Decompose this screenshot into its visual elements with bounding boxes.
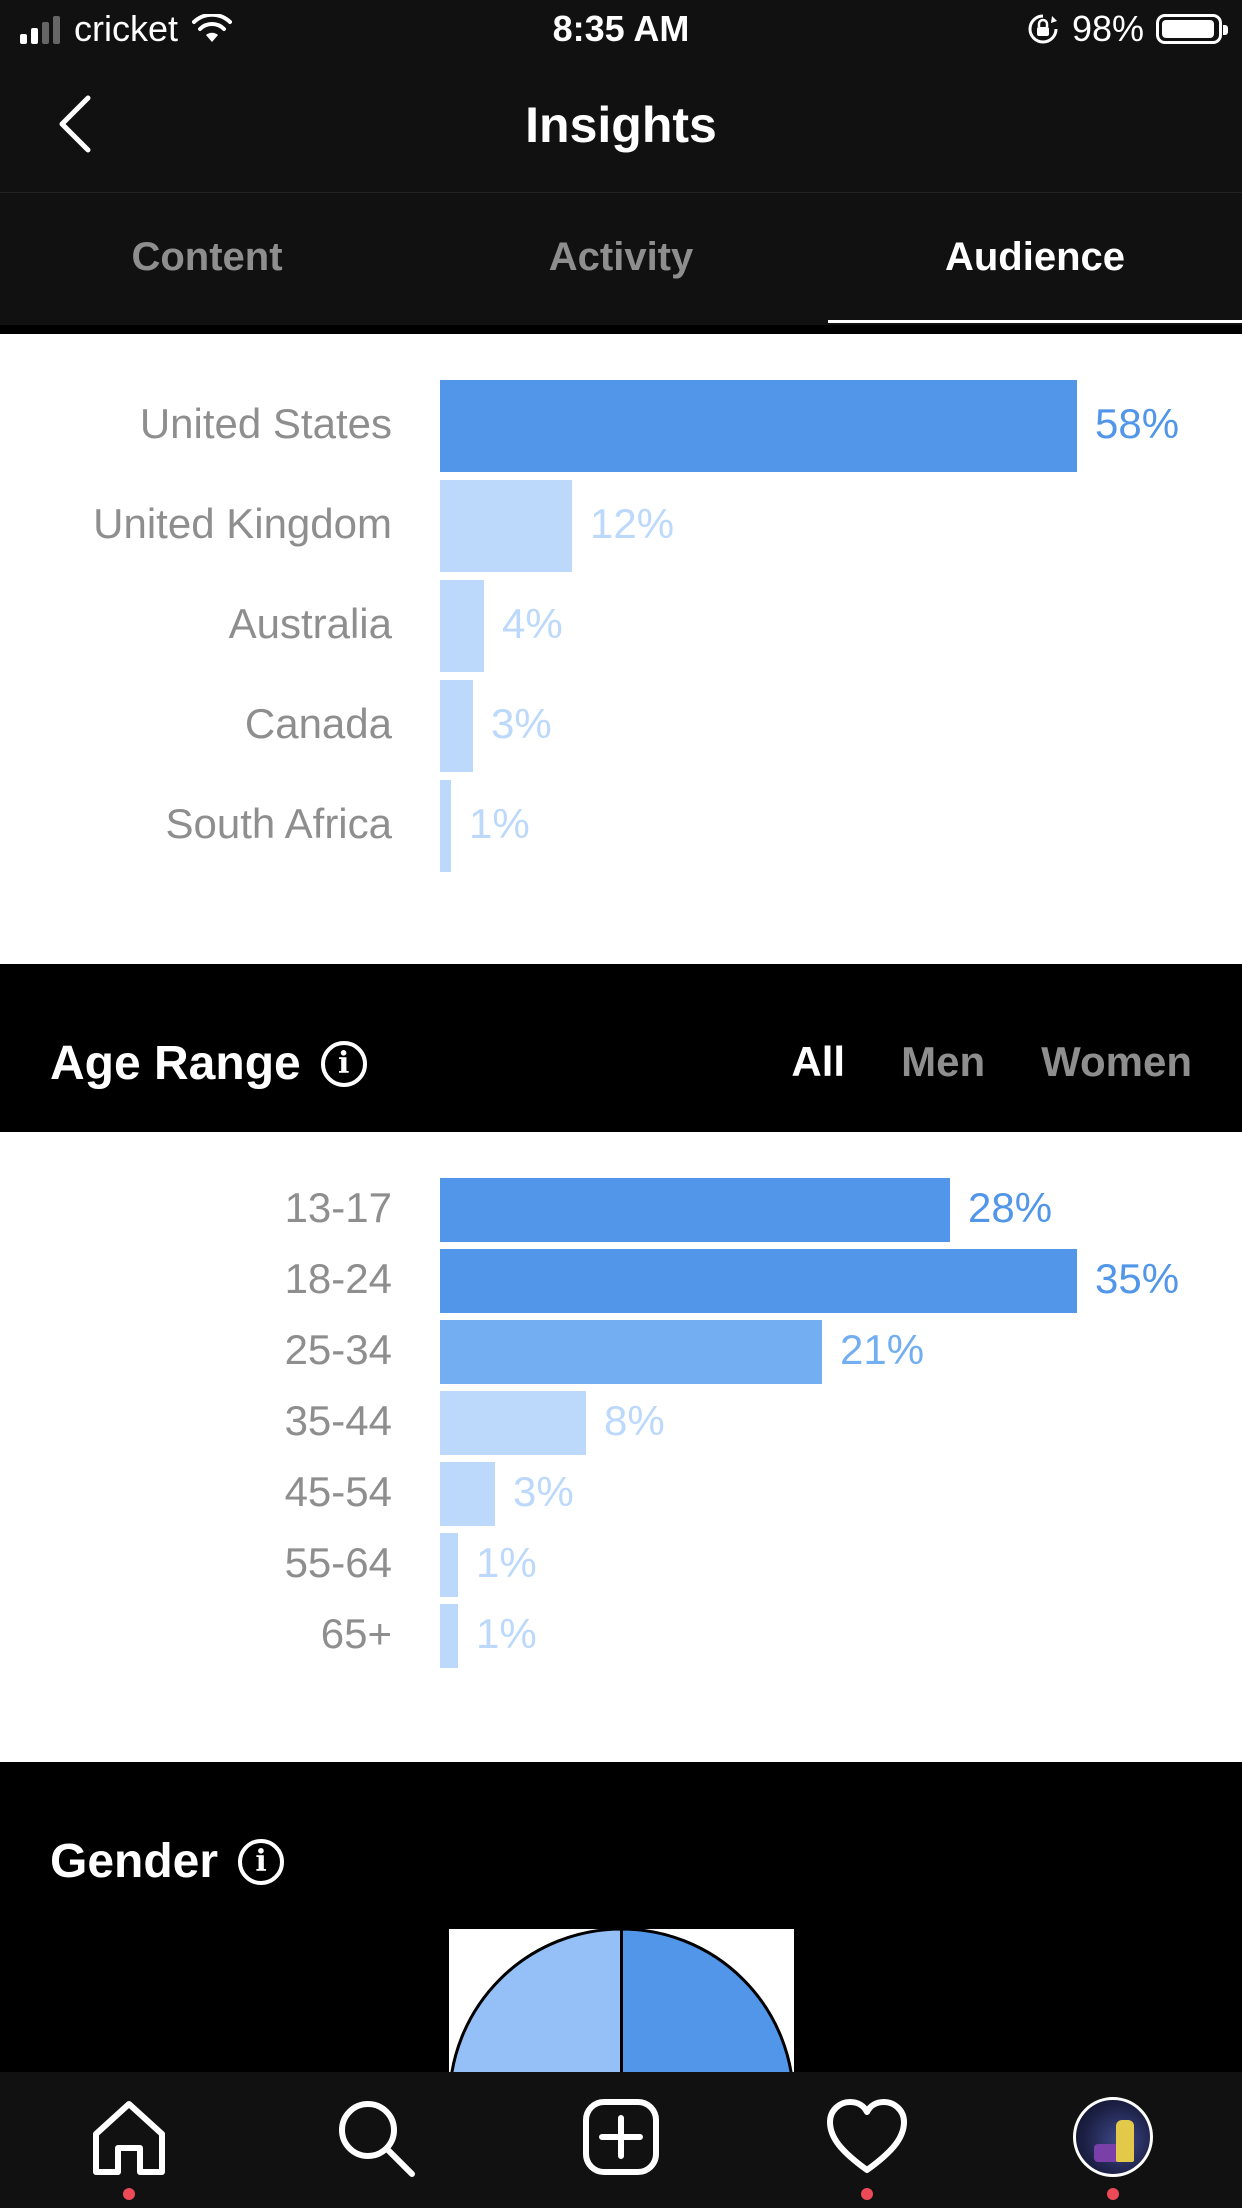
value-label: 1% <box>469 800 530 847</box>
status-bar: cricket 8:35 AM 98% <box>0 0 1242 62</box>
nav-profile[interactable] <box>1068 2092 1158 2200</box>
status-right: 98% <box>1026 8 1228 50</box>
value-label: 35% <box>1095 1255 1180 1302</box>
plus-square-icon <box>583 2099 659 2175</box>
value-label: 21% <box>840 1326 925 1373</box>
age-range-filters: All Men Women <box>791 1038 1192 1086</box>
tab-content[interactable]: Content <box>131 235 283 279</box>
value-label: 8% <box>604 1397 665 1444</box>
nav-new-post[interactable] <box>576 2092 666 2182</box>
chart-row: 25-34 21% <box>0 1320 1242 1384</box>
gender-title: Gender <box>50 1835 219 1888</box>
category-label: United Kingdom <box>93 500 392 547</box>
age-range-header: Age Range i All Men Women <box>0 990 1242 1132</box>
notification-dot <box>861 2188 873 2200</box>
search-icon <box>339 2101 415 2177</box>
filter-women[interactable]: Women <box>1041 1038 1192 1085</box>
chart-row: 35-44 8% <box>0 1391 1242 1455</box>
wifi-icon <box>192 14 233 42</box>
bottom-nav <box>0 2072 1242 2208</box>
value-label: 28% <box>968 1184 1053 1231</box>
carrier-label: cricket <box>74 8 179 49</box>
chart-row: South Africa 1% <box>0 780 1242 872</box>
category-label: 13-17 <box>284 1184 392 1231</box>
value-label: 12% <box>590 500 675 547</box>
bar <box>440 1391 586 1455</box>
age-range-title-group: Age Range i <box>50 1036 367 1091</box>
notification-dot <box>1107 2188 1119 2200</box>
bar <box>440 1604 458 1668</box>
age-range-chart: 13-17 28% 18-24 35% 25-34 21% 35-44 8% 45-54 3% 55… <box>0 1132 1242 1762</box>
avatar <box>1073 2097 1153 2177</box>
gender-section: Gender i <box>0 1786 1242 2072</box>
nav-home[interactable] <box>84 2092 174 2200</box>
category-label: Canada <box>244 700 392 747</box>
category-label: Australia <box>228 600 392 647</box>
value-label: 3% <box>491 700 552 747</box>
category-label: 35-44 <box>284 1397 392 1444</box>
value-label: 1% <box>476 1539 537 1586</box>
battery-icon <box>1156 14 1228 44</box>
category-label: 18-24 <box>284 1255 392 1302</box>
age-range-title: Age Range <box>50 1037 301 1090</box>
category-label: 45-54 <box>284 1468 392 1515</box>
value-label: 58% <box>1095 400 1180 447</box>
category-label: 65+ <box>320 1610 392 1657</box>
page-title: Insights <box>525 97 717 153</box>
status-time: 8:35 AM <box>552 8 690 49</box>
info-icon[interactable]: i <box>320 1040 367 1087</box>
chart-row: 13-17 28% <box>0 1178 1242 1242</box>
value-label: 4% <box>502 600 563 647</box>
chart-row: United States 58% <box>0 380 1242 472</box>
category-label: 25-34 <box>284 1326 392 1373</box>
bar <box>440 1249 1077 1313</box>
heart-icon <box>827 2099 907 2173</box>
bar <box>440 1462 495 1526</box>
nav-search[interactable] <box>330 2092 420 2182</box>
category-label: 55-64 <box>284 1539 392 1586</box>
back-icon[interactable] <box>48 92 108 156</box>
category-label: United States <box>139 400 392 447</box>
orientation-lock-icon <box>1028 14 1058 44</box>
pie-slice-left <box>450 1929 623 2072</box>
signal-icon <box>20 14 60 44</box>
bar <box>440 380 1077 472</box>
chart-row: 55-64 1% <box>0 1533 1242 1597</box>
bar <box>440 780 451 872</box>
tab-audience[interactable]: Audience <box>828 193 1242 325</box>
notification-dot <box>123 2188 135 2200</box>
chart-row: Canada 3% <box>0 680 1242 772</box>
chart-row: 45-54 3% <box>0 1462 1242 1526</box>
tab-activity[interactable]: Activity <box>548 235 694 279</box>
pie-slice-right <box>620 1929 793 2072</box>
bar <box>440 1320 822 1384</box>
category-label: South Africa <box>165 800 392 847</box>
info-icon[interactable]: i <box>238 1838 285 1885</box>
chart-row: 65+ 1% <box>0 1604 1242 1668</box>
gender-title-group: Gender i <box>50 1834 285 1889</box>
value-label: 1% <box>476 1610 537 1657</box>
chart-row: 18-24 35% <box>0 1249 1242 1313</box>
chart-row: Australia 4% <box>0 580 1242 672</box>
bar <box>440 580 484 672</box>
chart-row: United Kingdom 12% <box>0 480 1242 572</box>
gender-pie-chart <box>449 1929 794 2072</box>
battery-percent: 98% <box>1071 8 1144 49</box>
top-locations-chart: United States 58% United Kingdom 12% Austral… <box>0 334 1242 964</box>
bar <box>440 480 572 572</box>
home-icon <box>93 2101 165 2175</box>
filter-men[interactable]: Men <box>901 1038 986 1085</box>
value-label: 3% <box>513 1468 574 1515</box>
filter-all[interactable]: All <box>791 1038 846 1085</box>
bar <box>440 680 473 772</box>
header: Insights <box>0 62 1242 192</box>
bar <box>440 1178 950 1242</box>
status-left: cricket <box>20 8 233 50</box>
tab-bar: Content Activity Audience <box>0 192 1242 325</box>
nav-activity[interactable] <box>822 2092 912 2200</box>
bar <box>440 1533 458 1597</box>
